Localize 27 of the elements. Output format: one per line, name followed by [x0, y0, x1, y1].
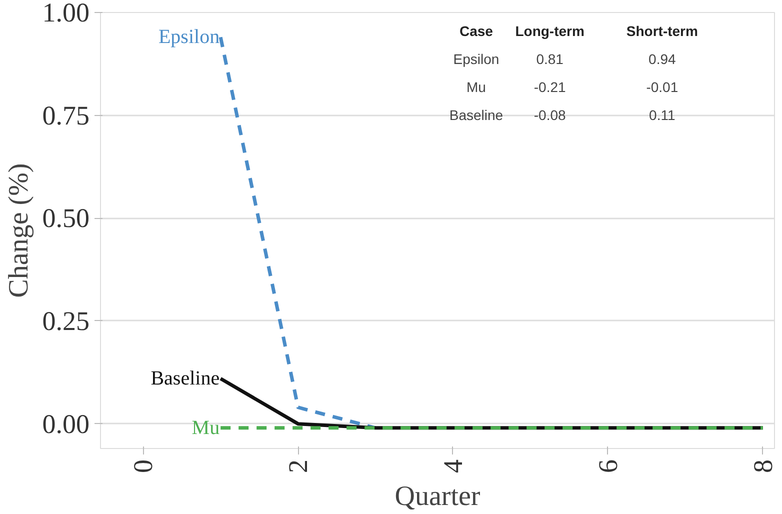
x-tick-label: 4: [438, 459, 468, 473]
annotation: Case: [460, 23, 494, 40]
y-tick-label: 0.25: [42, 306, 90, 336]
x-tick-label: 8: [748, 460, 778, 473]
x-tick-label: 0: [128, 460, 158, 473]
series-label: Mu: [192, 416, 220, 439]
annotation: Long-term: [515, 23, 584, 40]
series-label: Baseline: [150, 368, 220, 390]
annotation: 0.11: [649, 106, 676, 123]
y-tick-label: 0.00: [42, 408, 90, 439]
y-axis-title: Change (%): [3, 163, 34, 298]
annotation: Short-term: [626, 23, 698, 40]
series-label: Epsilon: [158, 26, 220, 48]
annotation: -0.01: [646, 78, 678, 95]
annotation: 0.81: [536, 50, 564, 67]
annotation: -0.08: [534, 106, 566, 123]
annotation: Epsilon: [453, 50, 500, 67]
y-tick-label: 0.50: [42, 203, 90, 234]
annotation: -0.21: [534, 78, 566, 95]
annotation: Baseline: [449, 106, 504, 123]
x-axis-title: Quarter: [394, 481, 481, 512]
annotation: Mu: [466, 78, 486, 95]
y-tick-label: 1.00: [42, 0, 90, 28]
x-tick-label: 6: [592, 460, 623, 473]
x-tick-label: 2: [283, 460, 314, 473]
y-tick-label: 0.75: [42, 100, 90, 130]
annotation: 0.94: [648, 50, 676, 67]
